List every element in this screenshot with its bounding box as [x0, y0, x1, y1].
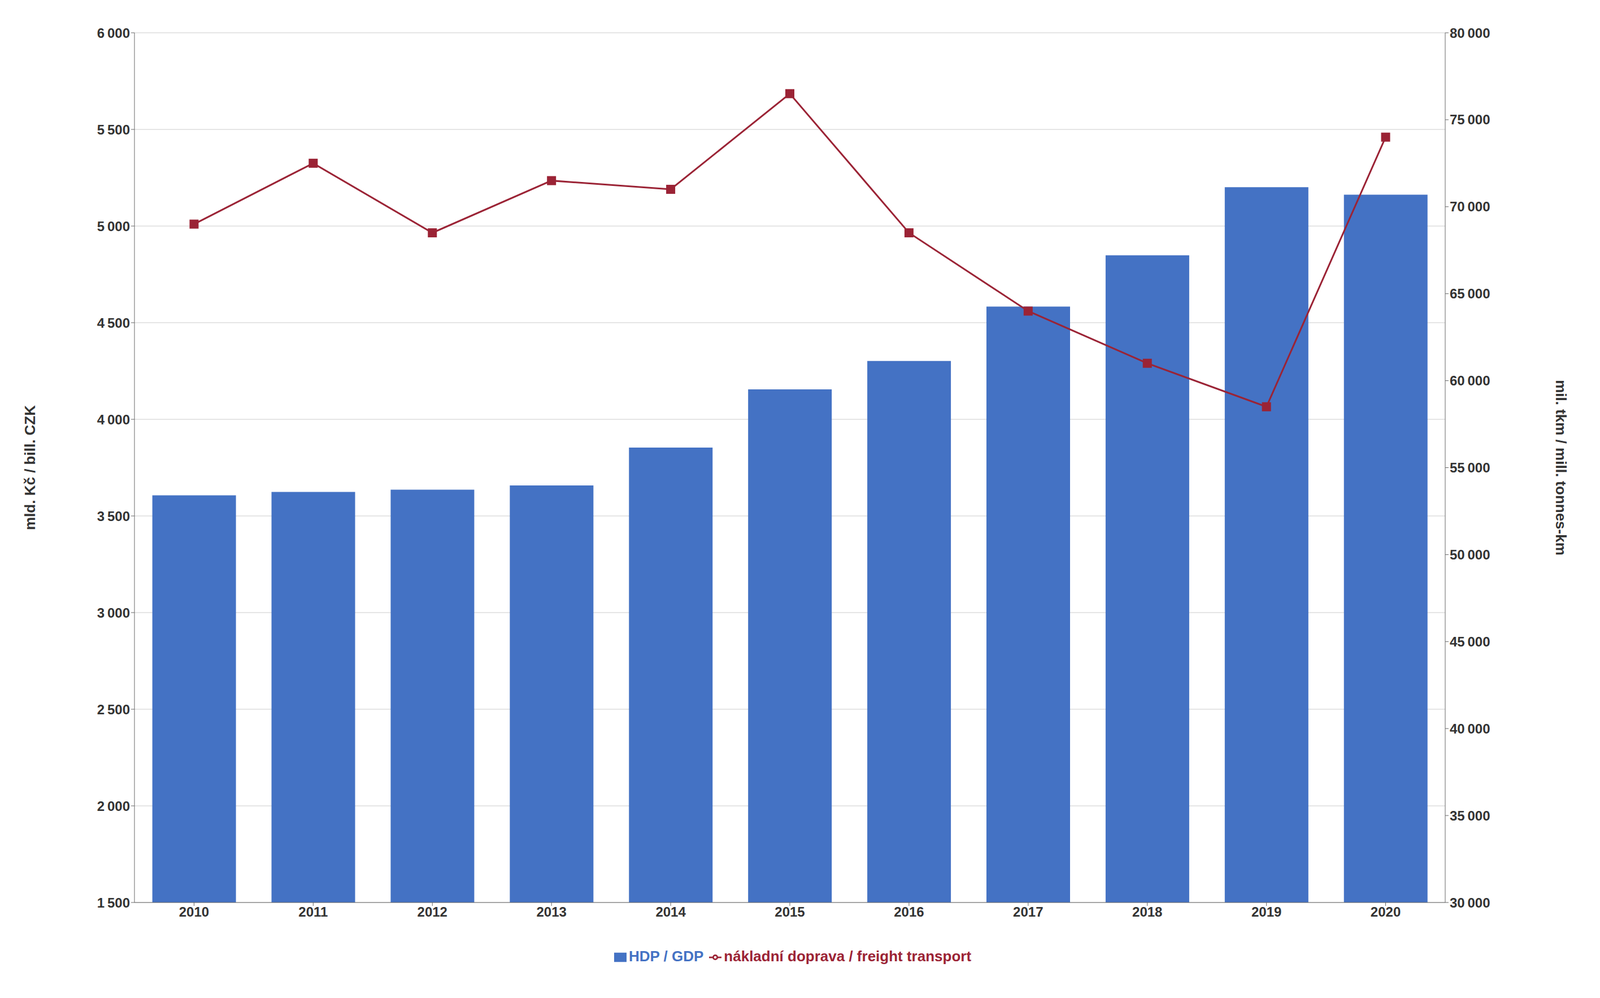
svg-text:80 000: 80 000: [1449, 25, 1491, 41]
svg-text:70 000: 70 000: [1449, 198, 1491, 215]
svg-text:2012: 2012: [417, 903, 448, 920]
svg-text:2015: 2015: [774, 903, 805, 920]
svg-text:2013: 2013: [536, 903, 567, 920]
svg-text:45 000: 45 000: [1449, 633, 1491, 650]
svg-text:65 000: 65 000: [1449, 285, 1491, 302]
svg-text:6 000: 6 000: [97, 25, 130, 41]
svg-text:2018: 2018: [1132, 903, 1163, 920]
svg-text:1 500: 1 500: [97, 894, 130, 911]
svg-text:35 000: 35 000: [1449, 807, 1491, 824]
svg-text:2020: 2020: [1370, 903, 1401, 920]
svg-text:4 500: 4 500: [97, 315, 130, 331]
svg-text:2 000: 2 000: [97, 798, 130, 814]
svg-text:5 000: 5 000: [97, 218, 130, 234]
svg-text:3 500: 3 500: [97, 508, 130, 524]
svg-text:mld. Kč / bill. CZK: mld. Kč / bill. CZK: [21, 405, 39, 530]
svg-text:2014: 2014: [655, 903, 686, 920]
svg-text:2019: 2019: [1251, 903, 1282, 920]
svg-text:2017: 2017: [1012, 903, 1043, 920]
svg-text:3 000: 3 000: [97, 605, 130, 621]
html-text:HDP / GDP: HDP / GDP: [628, 947, 704, 965]
svg-text:2011: 2011: [298, 903, 328, 920]
svg-text:5 500: 5 500: [97, 122, 130, 138]
svg-text:55 000: 55 000: [1449, 459, 1491, 476]
html-text:nákladní doprava / freight tra: nákladní doprava / freight transport: [723, 947, 972, 965]
svg-text:2016: 2016: [893, 903, 924, 920]
svg-text:mil. tkm / mill. tonnes-km: mil. tkm / mill. tonnes-km: [1552, 379, 1570, 556]
svg-text:2 500: 2 500: [97, 701, 130, 717]
svg-text:2010: 2010: [179, 903, 210, 920]
svg-text:40 000: 40 000: [1449, 720, 1491, 737]
svg-text:75 000: 75 000: [1449, 111, 1491, 128]
svg-text:4 000: 4 000: [97, 411, 130, 428]
svg-text:50 000: 50 000: [1449, 546, 1491, 563]
svg-text:60 000: 60 000: [1449, 372, 1491, 389]
svg-text:30 000: 30 000: [1449, 894, 1491, 911]
